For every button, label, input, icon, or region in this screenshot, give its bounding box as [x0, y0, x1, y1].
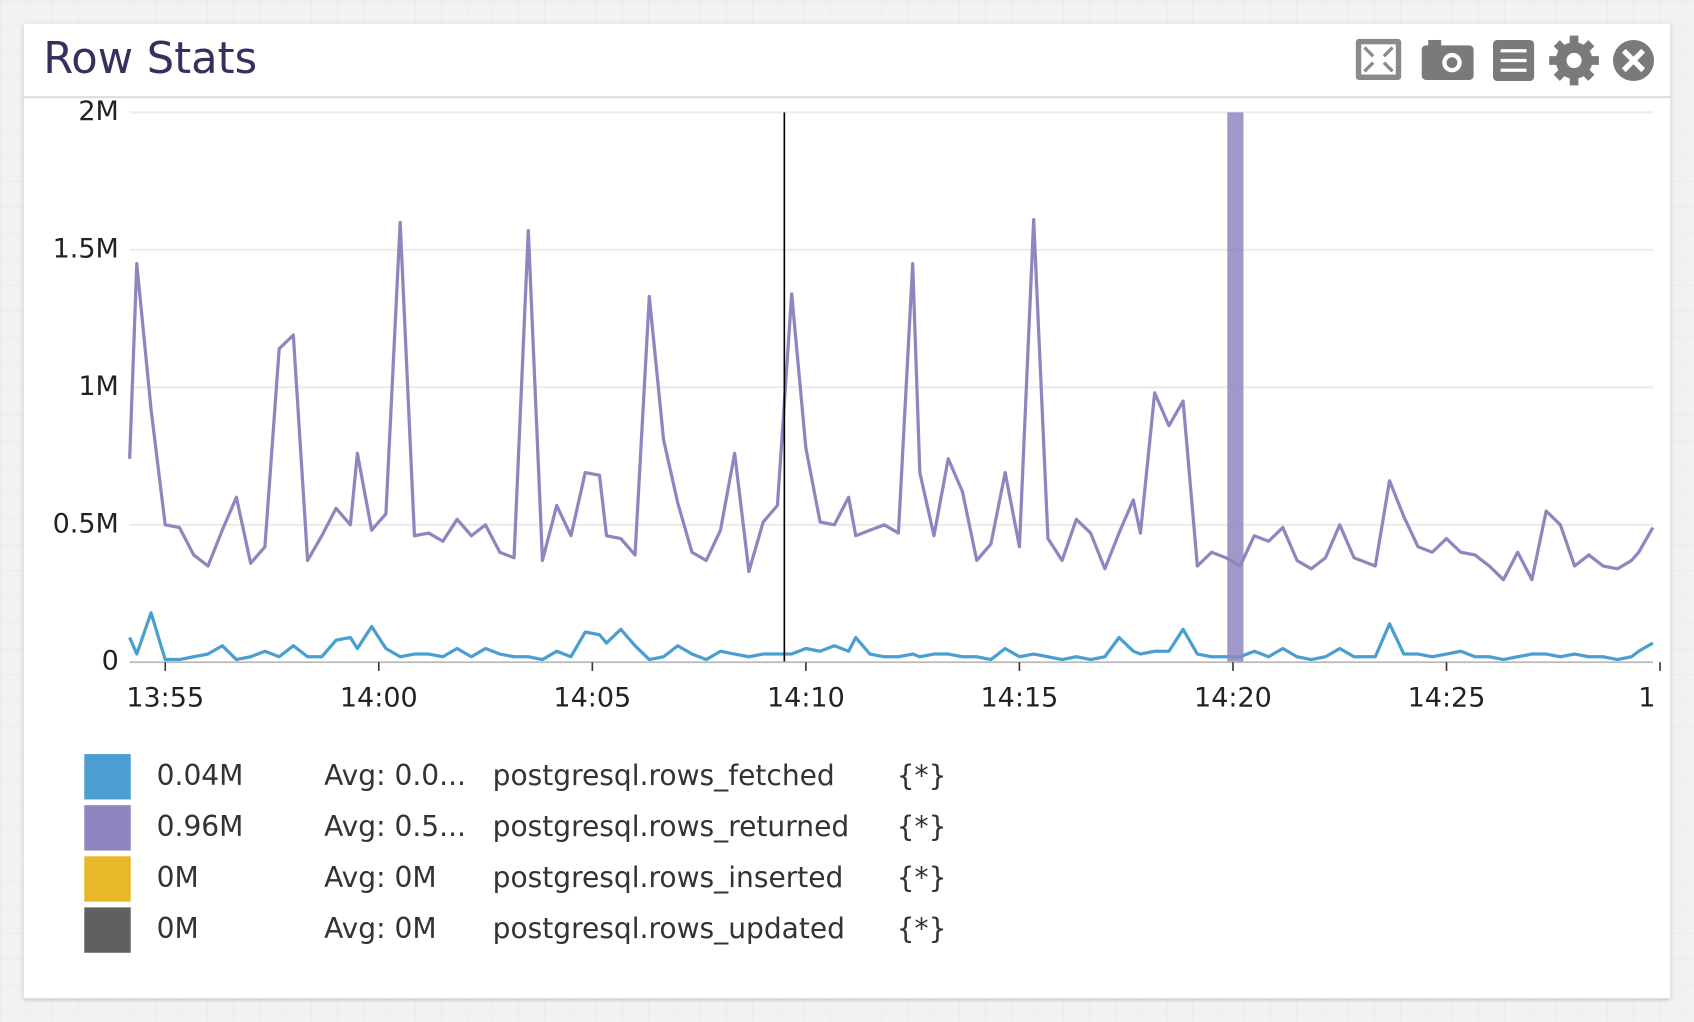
y-tick-label: 1M — [78, 371, 118, 402]
event-highlight — [1227, 112, 1244, 663]
legend-scope: {*} — [897, 861, 947, 894]
legend-scope: {*} — [897, 912, 947, 945]
legend-value: 0M — [157, 861, 199, 894]
x-tick-label: 13:55 — [126, 682, 204, 713]
y-tick-label: 2M — [78, 96, 118, 127]
panel — [23, 23, 1671, 999]
legend-swatch — [84, 805, 131, 851]
x-tick-label: 14: — [1638, 682, 1681, 713]
legend-name: postgresql.rows_inserted — [493, 861, 844, 894]
x-tick-label: 14:00 — [340, 682, 418, 713]
legend-name: postgresql.rows_updated — [493, 912, 845, 945]
snapshot-icon[interactable] — [1421, 39, 1474, 80]
plot-area — [128, 218, 1655, 662]
x-tick-label: 14:10 — [767, 682, 845, 713]
legend-average: Avg: 0.0... — [324, 759, 466, 792]
x-tick-label: 14:20 — [1194, 682, 1272, 713]
legend-name: postgresql.rows_returned — [493, 810, 850, 843]
legend-value: 0M — [157, 912, 199, 945]
x-tick-label: 14:05 — [553, 682, 631, 713]
close-icon[interactable] — [1612, 39, 1655, 82]
toolbar — [1355, 35, 1655, 86]
legend-average: Avg: 0M — [324, 912, 436, 945]
settings-icon[interactable] — [1549, 35, 1599, 86]
legend-average: Avg: 0.5... — [324, 810, 466, 843]
x-tick-label: 14:15 — [981, 682, 1059, 713]
legend-swatch — [84, 754, 131, 800]
legend-swatch — [84, 856, 131, 902]
legend-value: 0.96M — [157, 810, 244, 843]
y-tick-label: 0 — [102, 646, 119, 677]
widget-title: Row Stats — [43, 34, 257, 84]
list-icon[interactable] — [1493, 39, 1535, 82]
legend-swatch — [84, 907, 131, 953]
legend-scope: {*} — [897, 810, 947, 843]
legend-name: postgresql.rows_fetched — [493, 759, 835, 792]
expand-icon[interactable] — [1355, 38, 1402, 80]
series-line — [128, 218, 1655, 582]
legend: 0.04M Avg: 0.0... postgresql.rows_fetched {… — [84, 754, 946, 953]
x-axis: 13:55 14:00 14:05 14:10 14:15 14:20 14:25 14: — [126, 661, 1681, 713]
series-line — [128, 611, 1654, 662]
x-tick-labels: 13:55 14:00 14:05 14:10 14:15 14:20 14:25 14: — [126, 682, 1681, 713]
x-tick-label: 14:25 — [1408, 682, 1486, 713]
y-tick-label: 1.5M — [53, 233, 119, 264]
legend-average: Avg: 0M — [324, 861, 436, 894]
legend-scope: {*} — [897, 759, 947, 792]
legend-value: 0.04M — [157, 759, 244, 792]
y-tick-label: 0.5M — [53, 508, 119, 539]
